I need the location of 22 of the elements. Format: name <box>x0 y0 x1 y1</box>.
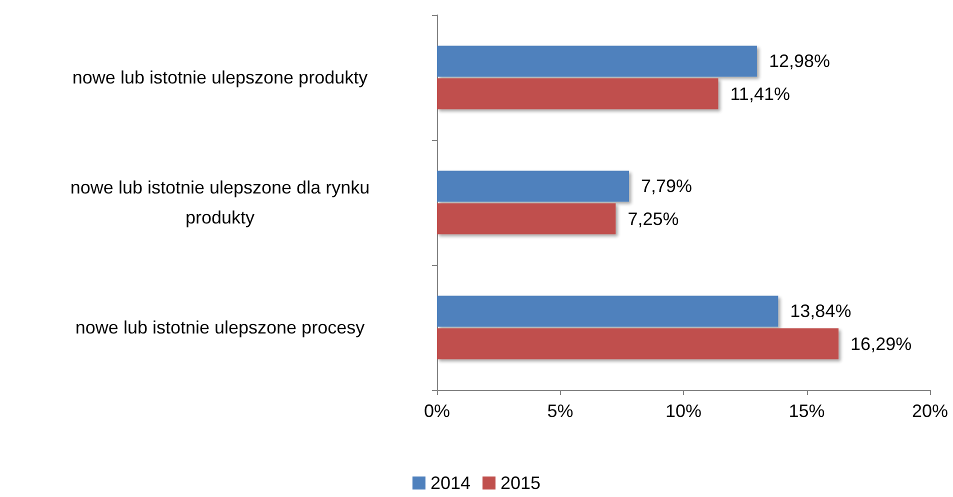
data-label: 16,29% <box>850 334 912 354</box>
data-label: 7,25% <box>628 208 679 229</box>
y-tick-label: nowe lub istotnie ulepszone procesy <box>75 318 365 338</box>
bar <box>437 170 630 202</box>
legend-label: 2015 <box>500 473 541 493</box>
data-label: 12,98% <box>768 51 830 72</box>
data-label: 11,41% <box>730 84 790 104</box>
data-label: 13,84% <box>790 301 852 322</box>
y-tick-label: nowe lub istotnie ulepszone dla rynku produkty <box>70 178 370 228</box>
x-tick-label: 5% <box>547 401 574 421</box>
x-tick-label: 20% <box>912 401 948 421</box>
data-label: 7,79% <box>641 176 692 196</box>
x-tick-label: 0% <box>424 401 450 421</box>
bar <box>437 328 839 360</box>
y-tick-label: nowe lub istotnie ulepszone produkty <box>72 68 368 88</box>
bar <box>437 203 616 234</box>
x-tick-label: 10% <box>665 401 702 421</box>
x-tick-label: 15% <box>788 401 825 421</box>
bar <box>437 296 778 327</box>
bar <box>437 46 757 77</box>
bar <box>437 78 718 110</box>
legend-label: 2014 <box>430 473 471 493</box>
